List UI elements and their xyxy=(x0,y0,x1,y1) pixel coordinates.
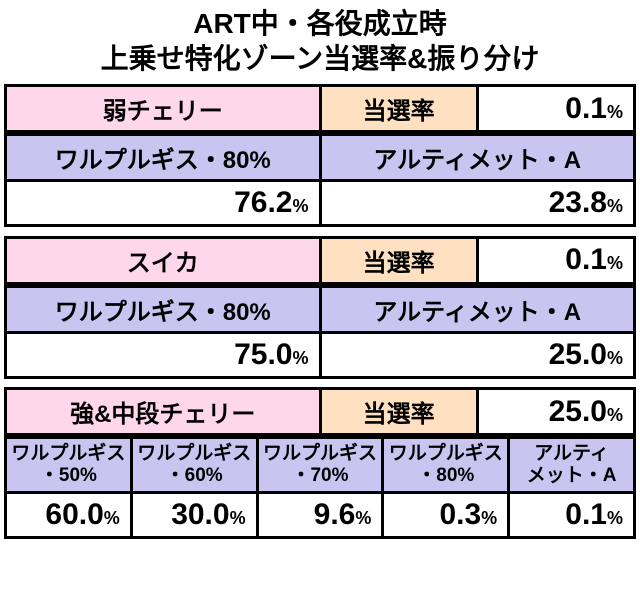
sub-value: 0.1% xyxy=(509,492,635,537)
winrate-label: 当選率 xyxy=(320,389,477,435)
winrate-value: 25.0% xyxy=(477,389,634,435)
sub-value: 23.8% xyxy=(320,181,635,226)
sub-label: ワルプルギス・70% xyxy=(257,438,383,493)
sub-label: アルティメット・A xyxy=(509,438,635,493)
title-line-1: ART中・各役成立時 xyxy=(193,8,447,39)
sub-label: ワルプルギス・80% xyxy=(6,135,321,181)
sub-label: ワルプルギス・60% xyxy=(131,438,257,493)
table-block-2-sub: ワルプルギス・80% アルティメット・A 75.0% 25.0% xyxy=(4,285,636,388)
winrate-value: 0.1% xyxy=(477,237,634,283)
sub-value: 25.0% xyxy=(320,332,635,377)
table-block-1-sub: ワルプルギス・80% アルティメット・A 76.2% 23.8% xyxy=(4,133,636,236)
sub-value: 30.0% xyxy=(131,492,257,537)
table-block-3-sub: ワルプルギス・50% ワルプルギス・60% ワルプルギス・70% ワルプルギス・… xyxy=(4,436,636,539)
winrate-value: 0.1% xyxy=(477,86,634,132)
title-line-2: 上乗せ特化ゾーン当選率&振り分け xyxy=(101,43,540,74)
winrate-label: 当選率 xyxy=(320,86,477,132)
table-block-1: 弱チェリー 当選率 0.1% xyxy=(4,84,636,133)
sub-value: 0.3% xyxy=(383,492,509,537)
sub-value: 75.0% xyxy=(6,332,321,377)
table-block-2: スイカ 当選率 0.1% xyxy=(4,236,636,285)
role-label: スイカ xyxy=(6,237,321,283)
sub-value: 9.6% xyxy=(257,492,383,537)
sub-value: 76.2% xyxy=(6,181,321,226)
table-block-3: 強&中段チェリー 当選率 25.0% xyxy=(4,387,636,436)
sub-value: 60.0% xyxy=(6,492,132,537)
sub-label: ワルプルギス・80% xyxy=(6,286,321,332)
sub-label: ワルプルギス・80% xyxy=(383,438,509,493)
sub-label: アルティメット・A xyxy=(320,286,635,332)
role-label: 弱チェリー xyxy=(6,86,321,132)
role-label: 強&中段チェリー xyxy=(6,389,321,435)
page-title: ART中・各役成立時 上乗せ特化ゾーン当選率&振り分け xyxy=(4,2,636,84)
sub-label: ワルプルギス・50% xyxy=(6,438,132,493)
winrate-label: 当選率 xyxy=(320,237,477,283)
sub-label: アルティメット・A xyxy=(320,135,635,181)
